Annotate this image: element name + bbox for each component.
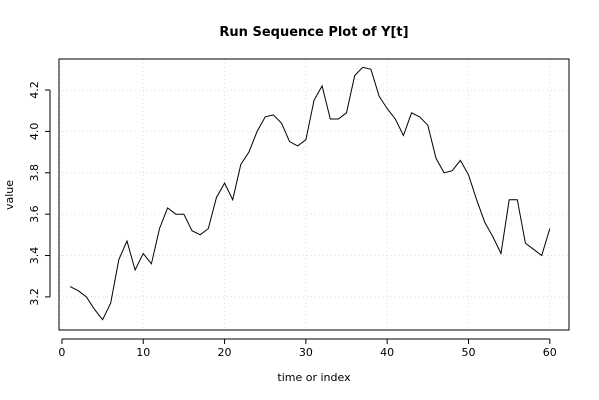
plot-frame [58, 58, 570, 331]
x-tick-label: 20 [218, 346, 232, 359]
chart-title: Run Sequence Plot of Y[t] [219, 25, 408, 40]
x-tick-label: 10 [136, 346, 150, 359]
x-axis-label: time or index [277, 371, 351, 384]
y-axis-label: value [3, 180, 16, 210]
y-tick-label: 3.6 [28, 205, 41, 223]
y-tick-label: 4.0 [28, 123, 41, 141]
x-axis: 0 10 20 30 40 50 60 [58, 338, 557, 359]
x-tick-label: 40 [380, 346, 394, 359]
x-tick-label: 30 [299, 346, 313, 359]
y-tick-label: 3.4 [28, 247, 41, 265]
y-tick-label: 4.2 [28, 81, 41, 99]
grid-lines [59, 59, 569, 330]
y-tick-label: 3.2 [28, 288, 41, 306]
x-tick-label: 60 [543, 346, 557, 359]
y-tick-label: 3.8 [28, 164, 41, 182]
series-line [69, 66, 551, 321]
x-tick-label: 50 [461, 346, 475, 359]
x-tick-label: 0 [58, 346, 65, 359]
y-axis: 3.2 3.4 3.6 3.8 4.0 4.2 [28, 81, 51, 306]
